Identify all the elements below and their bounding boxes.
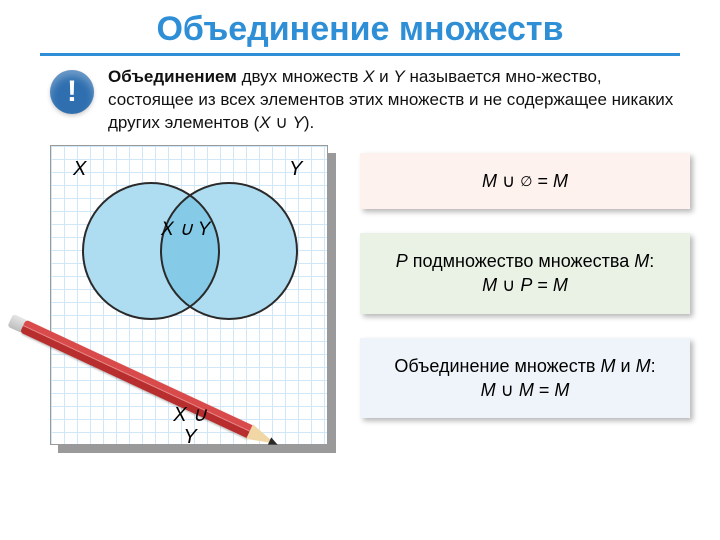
definition-bold: Объединением — [108, 67, 237, 86]
page-title: Объединение множеств — [0, 10, 720, 49]
venn-label-y: Y — [289, 158, 302, 181]
venn-label-x: X — [73, 158, 86, 181]
rules-column: M ∪ ∅ = M P подмножество множества M:M ∪… — [360, 145, 690, 475]
panel: X Y X ∪ Y X ∪ Y — [50, 145, 328, 445]
definition-t1: двух множеств — [237, 67, 363, 86]
rule-box-3: Объединение множеств M и M:M ∪ M = M — [360, 338, 690, 419]
rule-box-1: M ∪ ∅ = M — [360, 153, 690, 209]
definition-row: ! Объединением двух множеств X и Y назыв… — [0, 66, 720, 145]
definition-text: Объединением двух множеств X и Y называе… — [108, 66, 680, 135]
venn-diagram — [51, 161, 329, 341]
definition-x: X — [363, 67, 374, 86]
exclamation-badge-icon: ! — [50, 70, 94, 114]
definition-union: ∪ — [271, 113, 293, 132]
caption-l2: Y — [183, 426, 196, 448]
diagram-panel: X Y X ∪ Y X ∪ Y — [50, 145, 340, 475]
definition-and: и — [374, 67, 393, 86]
content-row: X Y X ∪ Y X ∪ Y M ∪ ∅ = M P подмножество… — [0, 145, 720, 475]
definition-y: Y — [393, 67, 404, 86]
venn-label-xy: X ∪ Y — [161, 218, 210, 241]
definition-t3: ). — [304, 113, 314, 132]
rule-box-2: P подмножество множества M:M ∪ P = M — [360, 233, 690, 314]
caption-l1: X ∪ — [173, 404, 207, 426]
page-title-wrap: Объединение множеств — [0, 0, 720, 53]
title-underline — [40, 53, 680, 56]
definition-noty: Y — [293, 113, 304, 132]
diagram-caption: X ∪ Y — [51, 404, 329, 448]
definition-notx: X — [259, 113, 270, 132]
